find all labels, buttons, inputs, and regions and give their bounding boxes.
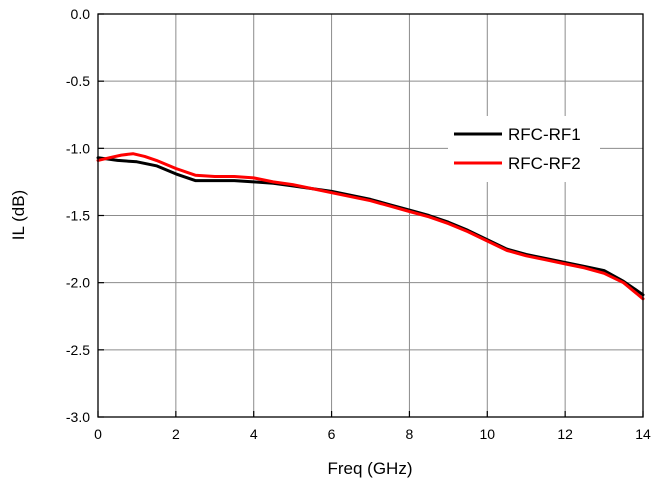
y-tick-label: -0.5 bbox=[66, 73, 90, 89]
x-tick-label: 6 bbox=[328, 426, 336, 442]
y-tick-label: -2.5 bbox=[66, 342, 90, 358]
y-axis-title: IL (dB) bbox=[9, 190, 28, 240]
grid bbox=[98, 14, 643, 417]
x-axis-title: Freq (GHz) bbox=[328, 459, 413, 478]
legend: RFC-RF1 RFC-RF2 bbox=[448, 116, 600, 182]
legend-label-rfc-rf2: RFC-RF2 bbox=[508, 154, 581, 173]
x-tick-label: 14 bbox=[635, 426, 651, 442]
series-lines bbox=[96, 152, 645, 301]
x-tick-label: 0 bbox=[94, 426, 102, 442]
y-tick-labels: 0.0 -0.5 -1.0 -1.5 -2.0 -2.5 -3.0 bbox=[66, 6, 90, 425]
x-tick-label: 8 bbox=[406, 426, 414, 442]
x-tick-label: 10 bbox=[479, 426, 495, 442]
legend-label-rfc-rf1: RFC-RF1 bbox=[508, 125, 581, 144]
x-tick-labels: 0 2 4 6 8 10 12 14 bbox=[94, 426, 651, 442]
x-tick-label: 12 bbox=[557, 426, 573, 442]
legend-box bbox=[448, 116, 600, 182]
y-tick-label: -3.0 bbox=[66, 409, 90, 425]
y-tick-label: 0.0 bbox=[71, 6, 91, 22]
y-tick-label: -1.5 bbox=[66, 208, 90, 224]
x-tick-label: 4 bbox=[250, 426, 258, 442]
y-tick-label: -2.0 bbox=[66, 275, 90, 291]
series-line-rfc-rf2 bbox=[96, 152, 645, 301]
axis-ticks bbox=[97, 13, 644, 418]
x-tick-label: 2 bbox=[172, 426, 180, 442]
y-tick-label: -1.0 bbox=[66, 140, 90, 156]
